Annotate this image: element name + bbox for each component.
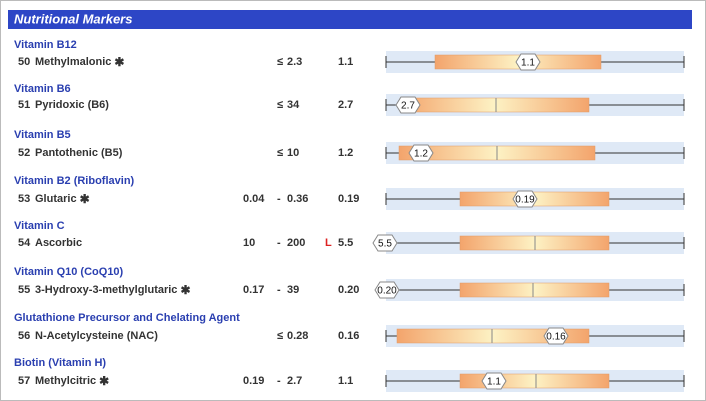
marker-number: 51 bbox=[18, 99, 30, 111]
marker-number: 55 bbox=[18, 284, 30, 296]
range-box bbox=[399, 97, 590, 113]
group-title: Vitamin B2 (Riboflavin) bbox=[14, 175, 135, 187]
range-text: ≤ bbox=[277, 99, 283, 111]
range-text: 34 bbox=[287, 99, 300, 111]
range-text: 0.36 bbox=[287, 193, 308, 205]
result: 1.1 bbox=[338, 56, 353, 68]
asterisk-icon: ✱ bbox=[180, 283, 190, 297]
result-diamond-label: 0.16 bbox=[546, 332, 566, 343]
range-text: - bbox=[277, 193, 281, 205]
marker-number: 50 bbox=[18, 56, 30, 68]
range-text: - bbox=[277, 375, 281, 387]
flag: L bbox=[325, 237, 332, 249]
range-box bbox=[396, 328, 590, 344]
marker-name: Pyridoxic (B6) bbox=[35, 99, 109, 111]
range-text: 2.7 bbox=[287, 375, 302, 387]
result: 1.1 bbox=[338, 375, 353, 387]
asterisk-icon: ✱ bbox=[114, 55, 124, 69]
group-title: Vitamin B12 bbox=[14, 39, 77, 51]
range-text: 2.3 bbox=[287, 56, 302, 68]
result-diamond-label: 1.1 bbox=[521, 58, 535, 69]
result-diamond-label: 0.20 bbox=[377, 286, 397, 297]
result-diamond bbox=[512, 190, 538, 208]
range-text: ≤ bbox=[277, 147, 283, 159]
result-diamond bbox=[543, 327, 569, 345]
range-text: 200 bbox=[287, 237, 305, 249]
range-text: 10 bbox=[243, 237, 255, 249]
result-diamond-label: 0.19 bbox=[515, 195, 535, 206]
range-text: 0.04 bbox=[243, 193, 265, 205]
asterisk-icon: ✱ bbox=[99, 374, 109, 388]
result-diamond-label: 2.7 bbox=[401, 101, 415, 112]
header-bar bbox=[8, 10, 692, 29]
result: 2.7 bbox=[338, 99, 353, 111]
marker-name: Ascorbic bbox=[35, 237, 82, 249]
group-title: Vitamin B6 bbox=[14, 83, 71, 95]
marker-number: 53 bbox=[18, 193, 30, 205]
result-diamond-label: 1.2 bbox=[414, 149, 428, 160]
marker-name: N-Acetylcysteine (NAC) bbox=[35, 330, 158, 342]
result: 5.5 bbox=[338, 237, 353, 249]
header-title: Nutritional Markers bbox=[14, 11, 132, 26]
asterisk-icon: ✱ bbox=[80, 192, 90, 206]
range-text: - bbox=[277, 237, 281, 249]
range-text: 10 bbox=[287, 147, 299, 159]
marker-name: Pantothenic (B5) bbox=[35, 147, 123, 159]
result-diamond bbox=[374, 281, 400, 299]
range-text: 0.28 bbox=[287, 330, 308, 342]
result-diamond bbox=[408, 144, 434, 162]
marker-number: 54 bbox=[18, 237, 31, 249]
result-diamond-label: 1.1 bbox=[487, 377, 501, 388]
range-text: ≤ bbox=[277, 330, 283, 342]
result-diamond bbox=[372, 234, 398, 252]
result-diamond bbox=[481, 372, 507, 390]
result: 0.16 bbox=[338, 330, 359, 342]
range-text: ≤ bbox=[277, 56, 283, 68]
range-box bbox=[459, 282, 610, 298]
group-title: Biotin (Vitamin H) bbox=[14, 357, 106, 369]
result: 0.19 bbox=[338, 193, 359, 205]
range-text: 0.17 bbox=[243, 284, 264, 296]
marker-number: 56 bbox=[18, 330, 30, 342]
range-text: 39 bbox=[287, 284, 299, 296]
result-diamond-label: 5.5 bbox=[378, 239, 392, 250]
marker-number: 52 bbox=[18, 147, 30, 159]
group-title: Vitamin B5 bbox=[14, 129, 71, 141]
result-diamond bbox=[395, 96, 421, 114]
marker-name: Methylcitric bbox=[35, 375, 96, 387]
marker-name: Glutaric bbox=[35, 193, 77, 205]
group-title: Glutathione Precursor and Chelating Agen… bbox=[14, 312, 240, 324]
marker-number: 57 bbox=[18, 375, 30, 387]
result-diamond bbox=[515, 53, 541, 71]
result: 1.2 bbox=[338, 147, 353, 159]
group-title: Vitamin Q10 (CoQ10) bbox=[14, 266, 124, 278]
result: 0.20 bbox=[338, 284, 359, 296]
range-text: 0.19 bbox=[243, 375, 264, 387]
group-title: Vitamin C bbox=[14, 220, 65, 232]
marker-name: Methylmalonic bbox=[35, 56, 111, 68]
range-text: - bbox=[277, 284, 281, 296]
marker-name: 3-Hydroxy-3-methylglutaric bbox=[35, 284, 177, 296]
